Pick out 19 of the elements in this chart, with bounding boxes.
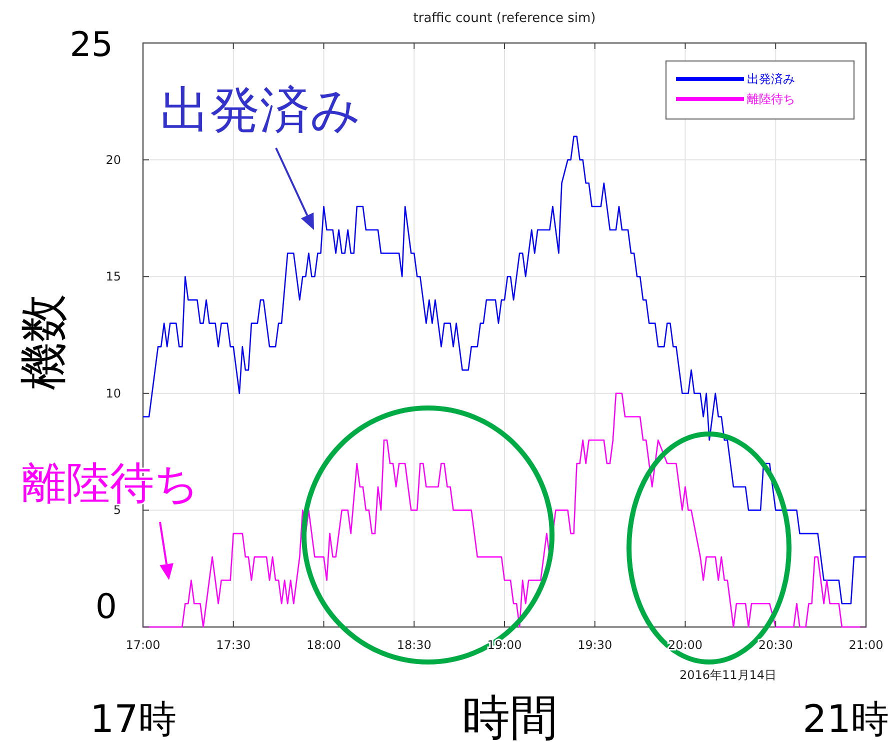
x-tick-label: 20:30 (758, 638, 793, 652)
y-tick-label: 10 (106, 386, 121, 400)
text: 0 (95, 587, 117, 627)
x-tick-label: 21:00 (848, 638, 884, 652)
text: 21時 (802, 697, 889, 741)
x-tick-label: 17:30 (216, 638, 251, 652)
x-tick-label: 19:30 (578, 638, 612, 652)
x-axis-title: 時間 (462, 690, 558, 742)
x-tick-label: 18:00 (306, 638, 342, 652)
x-tick-label: 17:00 (126, 638, 160, 652)
annotation: 出発済み (160, 81, 361, 139)
chart-title: traffic count (reference sim) (413, 11, 596, 26)
y-tick-label: 20 (106, 152, 121, 167)
x-tick-label: 18:30 (396, 638, 432, 652)
y-axis-title: 機数 (16, 294, 72, 390)
text: 17時 (90, 697, 176, 741)
text: 2016年11月14日 (679, 668, 777, 682)
text: 25 (70, 25, 113, 65)
y-tick-label: 15 (106, 270, 121, 284)
